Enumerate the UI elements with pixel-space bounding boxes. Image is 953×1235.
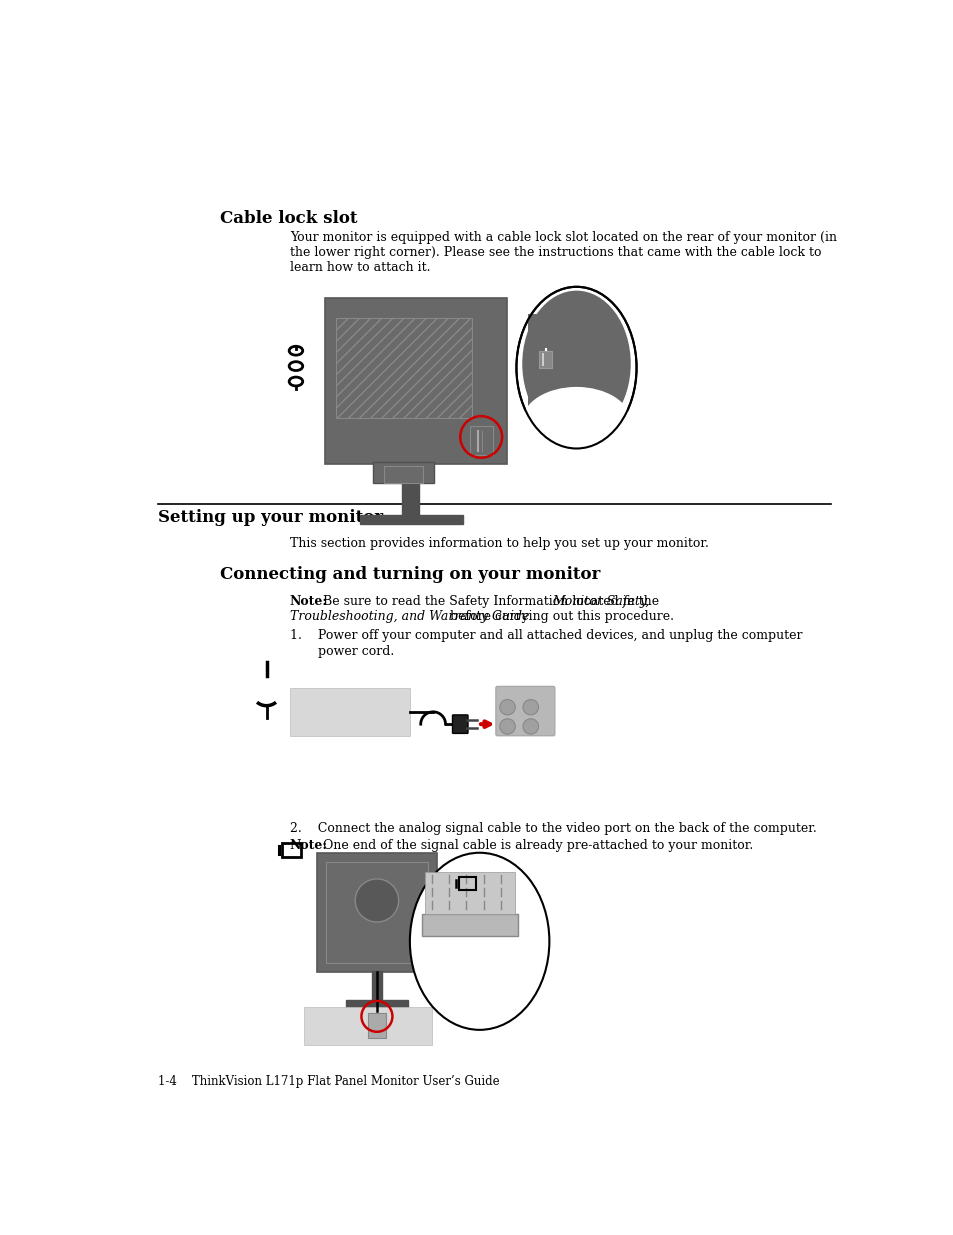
FancyBboxPatch shape xyxy=(367,1013,386,1037)
Text: Your monitor is equipped with a cable lock slot located on the rear of your moni: Your monitor is equipped with a cable lo… xyxy=(290,231,836,243)
FancyBboxPatch shape xyxy=(496,687,555,736)
FancyBboxPatch shape xyxy=(538,351,551,368)
FancyBboxPatch shape xyxy=(452,715,468,734)
Text: learn how to attach it.: learn how to attach it. xyxy=(290,262,430,274)
Text: Be sure to read the Safety Information located in the: Be sure to read the Safety Information l… xyxy=(315,595,662,608)
FancyBboxPatch shape xyxy=(346,1000,408,1009)
Text: 1.    Power off your computer and all attached devices, and unplug the computer: 1. Power off your computer and all attac… xyxy=(290,630,801,642)
Text: Troubleshooting, and Warranty Guide: Troubleshooting, and Warranty Guide xyxy=(290,610,529,624)
Text: power cord.: power cord. xyxy=(290,645,394,658)
Text: Connecting and turning on your monitor: Connecting and turning on your monitor xyxy=(220,566,599,583)
FancyBboxPatch shape xyxy=(324,299,506,464)
Ellipse shape xyxy=(410,852,549,1030)
Text: Note:: Note: xyxy=(290,839,328,852)
Circle shape xyxy=(499,699,515,715)
Text: Setting up your monitor: Setting up your monitor xyxy=(158,509,383,526)
FancyBboxPatch shape xyxy=(527,314,603,421)
Text: Monitor Safety,: Monitor Safety, xyxy=(551,595,648,608)
FancyBboxPatch shape xyxy=(425,872,514,914)
Text: Note:: Note: xyxy=(290,595,328,608)
FancyBboxPatch shape xyxy=(326,862,427,963)
Ellipse shape xyxy=(516,287,636,448)
Text: 1-4    ThinkVision L171p Flat Panel Monitor User’s Guide: 1-4 ThinkVision L171p Flat Panel Monitor… xyxy=(158,1074,499,1088)
Ellipse shape xyxy=(521,290,630,437)
Text: 2.    Connect the analog signal cable to the video port on the back of the compu: 2. Connect the analog signal cable to th… xyxy=(290,823,816,835)
Circle shape xyxy=(499,719,515,734)
Circle shape xyxy=(522,719,537,734)
FancyBboxPatch shape xyxy=(402,482,418,517)
FancyBboxPatch shape xyxy=(384,466,422,483)
Circle shape xyxy=(355,879,398,923)
FancyBboxPatch shape xyxy=(303,1007,431,1045)
Text: the lower right corner). Please see the instructions that came with the cable lo: the lower right corner). Please see the … xyxy=(290,246,821,259)
FancyBboxPatch shape xyxy=(335,317,472,417)
FancyBboxPatch shape xyxy=(371,971,382,1002)
FancyBboxPatch shape xyxy=(421,914,517,936)
FancyBboxPatch shape xyxy=(517,417,634,461)
FancyBboxPatch shape xyxy=(290,688,410,736)
Text: Cable lock slot: Cable lock slot xyxy=(220,210,357,227)
Ellipse shape xyxy=(521,387,630,456)
FancyBboxPatch shape xyxy=(373,462,434,483)
FancyBboxPatch shape xyxy=(359,515,462,524)
Circle shape xyxy=(522,699,537,715)
Text: One end of the signal cable is already pre-attached to your monitor.: One end of the signal cable is already p… xyxy=(315,839,753,852)
FancyBboxPatch shape xyxy=(469,426,493,456)
FancyBboxPatch shape xyxy=(316,852,436,972)
Text: before carrying out this procedure.: before carrying out this procedure. xyxy=(446,610,674,624)
Text: This section provides information to help you set up your monitor.: This section provides information to hel… xyxy=(290,537,708,550)
